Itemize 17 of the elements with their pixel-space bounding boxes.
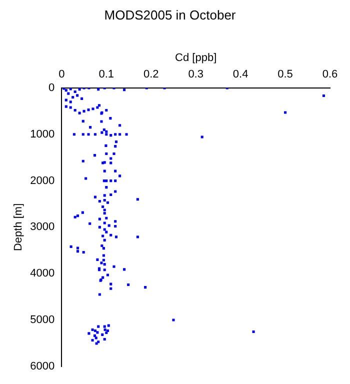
x-axis-title: Cd [ppb] — [175, 52, 217, 64]
y-tick-label: 1000 — [30, 128, 55, 140]
y-tick-label: 5000 — [30, 314, 55, 326]
x-tick-label: 0 — [58, 68, 65, 80]
y-tick-label: 3000 — [30, 221, 55, 234]
x-tick-label: 0.1 — [98, 68, 114, 80]
x-tick-label: 0.6 — [322, 68, 338, 80]
x-tick-label: 0.3 — [188, 68, 204, 80]
x-tick-label: 0.2 — [143, 68, 159, 80]
y-axis-title: Depth [m] — [12, 203, 25, 252]
y-tick-label: 0 — [48, 82, 55, 94]
x-tick-label: 0.4 — [232, 68, 248, 80]
y-tick-label: 6000 — [30, 360, 55, 372]
y-tick-label: 4000 — [30, 268, 55, 280]
x-tick-label: 0.5 — [278, 68, 293, 80]
chart-title: MODS2005 in October — [104, 7, 236, 22]
y-tick-label: 2000 — [30, 174, 55, 187]
